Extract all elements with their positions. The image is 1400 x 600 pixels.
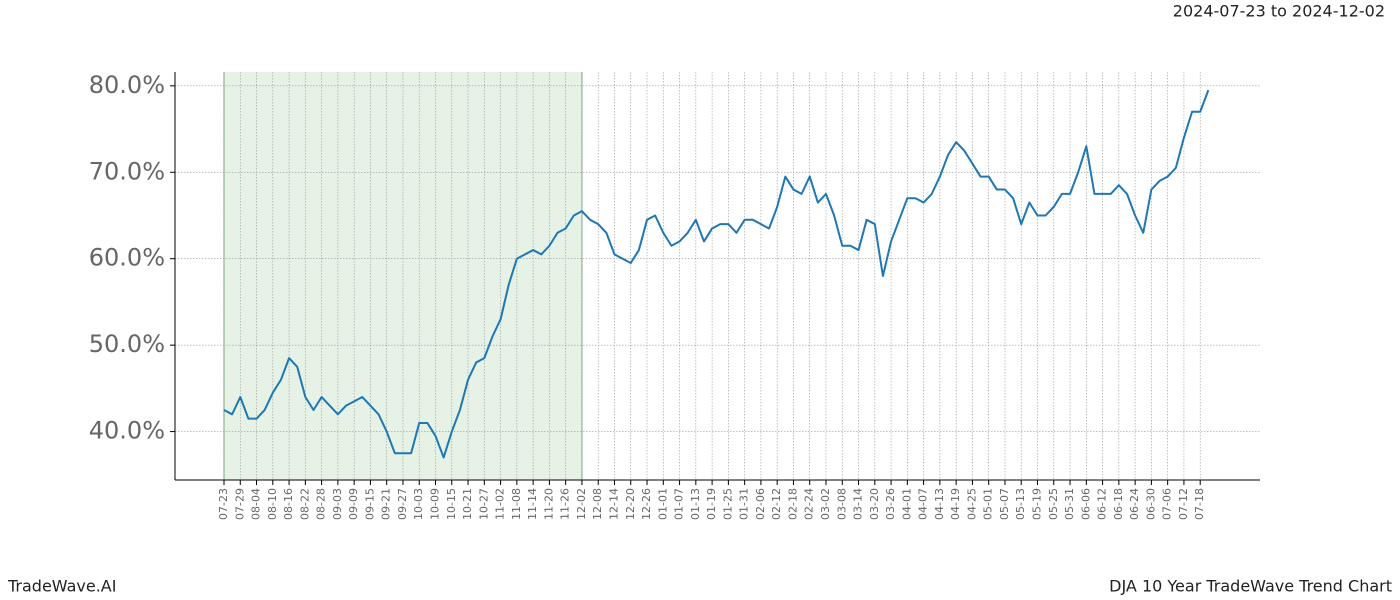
x-tick-label: 11-20: [542, 488, 555, 520]
x-tick-label: 12-20: [624, 488, 637, 520]
x-tick-label: 07-06: [1161, 488, 1174, 520]
x-tick-label: 06-24: [1128, 488, 1141, 520]
x-tick-label: 05-01: [982, 488, 995, 520]
x-tick-label: 12-26: [640, 488, 653, 520]
x-tick-label: 06-06: [1079, 488, 1092, 520]
x-tick-label: 01-01: [656, 488, 669, 520]
y-tick-label: 80.0%: [89, 71, 165, 99]
x-tick-label: 04-13: [933, 488, 946, 520]
x-tick-label: 12-14: [607, 488, 620, 520]
x-tick-label: 09-27: [396, 488, 409, 520]
date-range: 2024-07-23 to 2024-12-02: [1173, 2, 1385, 21]
x-tick-label: 05-19: [1031, 488, 1044, 520]
x-tick-label: 10-27: [477, 488, 490, 520]
x-tick-label: 01-25: [721, 488, 734, 520]
x-tick-label: 11-26: [559, 488, 572, 520]
x-tick-label: 02-12: [770, 488, 783, 520]
x-tick-label: 02-06: [754, 488, 767, 520]
x-tick-label: 05-25: [1047, 488, 1060, 520]
y-tick-label: 60.0%: [89, 244, 165, 272]
x-tick-label: 03-26: [884, 488, 897, 520]
x-tick-label: 10-09: [429, 488, 442, 520]
x-tick-label: 02-24: [803, 488, 816, 520]
x-tick-label: 01-07: [673, 488, 686, 520]
x-tick-label: 02-18: [786, 488, 799, 520]
x-tick-label: 04-25: [965, 488, 978, 520]
x-tick-label: 03-20: [868, 488, 881, 520]
x-tick-label: 09-09: [347, 488, 360, 520]
x-tick-label: 10-03: [412, 488, 425, 520]
x-tick-label: 07-18: [1193, 488, 1206, 520]
x-tick-label: 01-19: [705, 488, 718, 520]
y-tick-label: 40.0%: [89, 417, 165, 445]
x-tick-label: 01-13: [689, 488, 702, 520]
x-tick-label: 04-19: [949, 488, 962, 520]
x-tick-label: 04-01: [900, 488, 913, 520]
x-tick-label: 06-18: [1112, 488, 1125, 520]
x-tick-label: 09-21: [380, 488, 393, 520]
x-tick-label: 10-21: [461, 488, 474, 520]
y-tick-label: 50.0%: [89, 330, 165, 358]
x-tick-label: 03-14: [852, 488, 865, 520]
series-line: [223, 89, 1210, 459]
x-tick-label: 09-15: [363, 488, 376, 520]
brand: TradeWave.AI: [7, 577, 116, 596]
x-tick-label: 11-14: [526, 488, 539, 520]
x-tick-label: 07-23: [217, 488, 230, 520]
x-tick-label: 08-22: [298, 488, 311, 520]
x-tick-label: 08-04: [250, 488, 263, 520]
x-tick-label: 05-31: [1063, 488, 1076, 520]
x-tick-label: 07-12: [1177, 488, 1190, 520]
x-tick-label: 05-13: [1014, 488, 1027, 520]
x-tick-label: 08-10: [266, 488, 279, 520]
x-tick-label: 06-30: [1144, 488, 1157, 520]
x-tick-label: 10-15: [445, 488, 458, 520]
chart-name: DJA 10 Year TradeWave Trend Chart: [1109, 577, 1392, 596]
x-tick-label: 08-16: [282, 488, 295, 520]
x-tick-label: 03-02: [819, 488, 832, 520]
x-tick-label: 11-08: [510, 488, 523, 520]
x-tick-label: 03-08: [835, 488, 848, 520]
x-tick-label: 01-31: [738, 488, 751, 520]
x-tick-label: 06-12: [1096, 488, 1109, 520]
x-tick-label: 12-02: [575, 488, 588, 520]
x-tick-label: 07-29: [233, 488, 246, 520]
y-tick-label: 70.0%: [89, 157, 165, 185]
x-tick-label: 04-07: [917, 488, 930, 520]
x-tick-label: 05-07: [998, 488, 1011, 520]
x-tick-label: 09-03: [331, 488, 344, 520]
x-tick-label: 11-02: [494, 488, 507, 520]
x-tick-label: 08-28: [315, 488, 328, 520]
x-tick-label: 12-08: [591, 488, 604, 520]
